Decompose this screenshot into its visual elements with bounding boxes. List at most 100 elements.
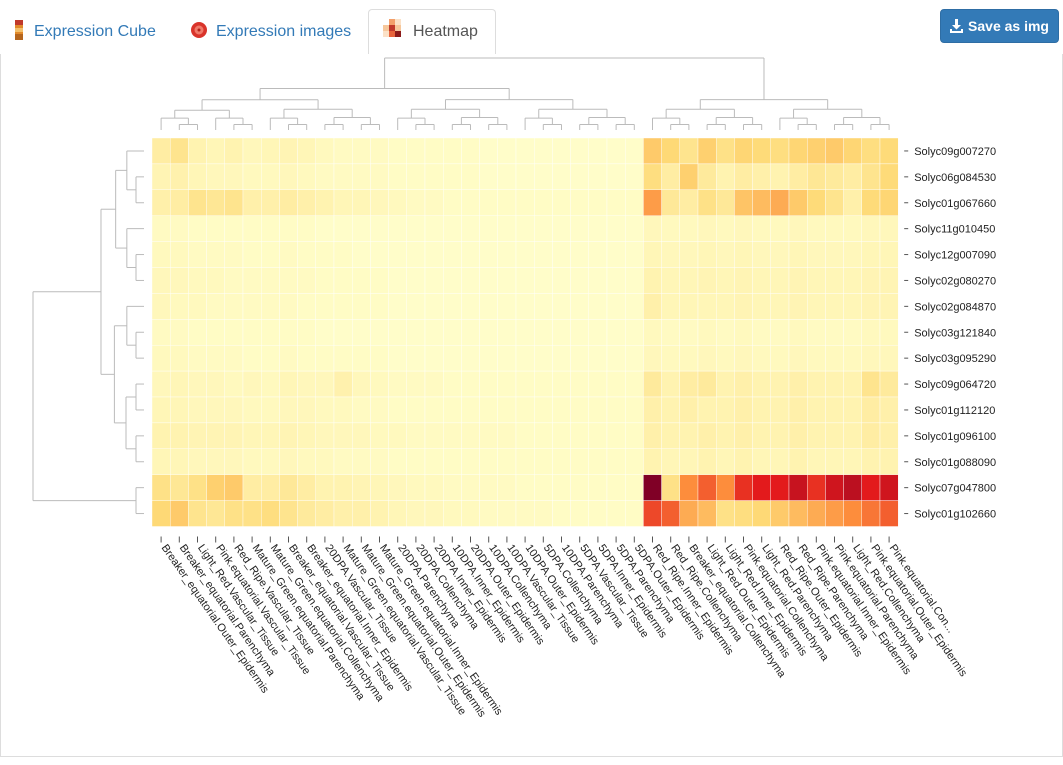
heatmap-cell [188,137,207,165]
heatmap-cell [297,241,317,268]
heatmap-cell [388,189,408,216]
heatmap-cell [734,189,753,216]
heatmap-cell [570,370,589,398]
heatmap-cell [279,474,298,501]
heatmap-cell [643,474,662,501]
heatmap-cell [534,215,553,242]
heatmap-cell [370,474,389,501]
heatmap-cell [861,396,881,424]
heatmap-cell [807,422,826,449]
heatmap-cell [843,370,862,398]
heatmap-cell [625,319,644,346]
heatmap-cell [242,422,262,449]
heatmap-cell [242,345,262,372]
tab-expression-images[interactable]: Expression images [190,10,360,54]
heatmap-cell [570,215,589,242]
heatmap-cell [697,319,717,346]
heatmap-cell [406,293,426,320]
heatmap-cell [424,345,444,372]
heatmap-cell [315,474,335,501]
heatmap-cell [151,241,171,268]
heatmap-cell [242,163,262,191]
heatmap-cell [388,215,408,242]
heatmap-cell [443,163,462,191]
heatmap-cell [370,448,389,475]
heatmap-cell [807,137,826,165]
heatmap-cell [315,396,335,424]
tab-expression-cube[interactable]: Expression Cube [12,10,167,54]
tab-heatmap[interactable]: Heatmap [368,9,496,55]
heatmap-cell [515,267,535,294]
heatmap-cell [406,319,426,346]
heatmap-cell [443,370,462,398]
heatmap-cell [461,267,480,294]
heatmap-cell [261,345,280,372]
heatmap-cell [388,474,408,501]
heatmap-cell [406,267,426,294]
heatmap-cell [424,500,444,527]
heatmap-cell [770,137,790,165]
heatmap-cell [552,215,571,242]
heatmap-cell [370,500,389,527]
heatmap-cell [224,319,244,346]
heatmap-cell [297,215,317,242]
heatmap-cell [388,422,408,449]
heatmap-cell [406,189,426,216]
heatmap-cell [333,370,353,398]
heatmap-cell [515,345,535,372]
heatmap-cell [352,319,371,346]
heatmap-cell [661,241,680,268]
heatmap-cell [807,370,826,398]
heatmap-cell [206,267,226,294]
heatmap-cell [388,448,408,475]
heatmap-cell [697,345,717,372]
heatmap-cell [788,163,808,191]
heatmap-cell [169,474,189,501]
save-as-img-button[interactable]: Save as img [940,9,1059,43]
heatmap-cell [261,448,280,475]
heatmap-cell [679,448,699,475]
heatmap-cell [843,215,862,242]
heatmap-cell [388,293,408,320]
heatmap-cell [661,345,680,372]
heatmap-cell [788,267,808,294]
heatmap-cell [825,189,844,216]
heatmap-cell [606,137,626,165]
heatmap-cell [370,422,389,449]
heatmap-cell [515,241,535,268]
heatmap-cell [570,267,589,294]
heatmap-cell [188,474,207,501]
heatmap-cell [861,474,881,501]
heatmap-cell [534,163,553,191]
heatmap-cell [279,267,298,294]
heatmap-cell [661,422,680,449]
heatmap-cell [570,422,589,449]
heatmap-cell [315,293,335,320]
heatmap-cell [224,137,244,165]
heatmap-cell [224,396,244,424]
heatmap-cell [807,448,826,475]
heatmap-cell [497,422,517,449]
heatmap-cell [825,293,844,320]
heatmap-cell [206,370,226,398]
heatmap-cell [479,370,499,398]
heatmap-cell [606,241,626,268]
heatmap-cell [151,189,171,216]
heatmap-cell [461,137,480,165]
heatmap-cell [661,319,680,346]
heatmap-cell [497,319,517,346]
heatmap-cell [515,137,535,165]
heatmap-cell [443,189,462,216]
heatmap-cell [370,137,389,165]
heatmap-cell [297,448,317,475]
heatmap-cell [606,189,626,216]
heatmap-cell [716,474,735,501]
heatmap-cell [879,189,899,216]
heatmap-cell [515,370,535,398]
heatmap-cell [461,163,480,191]
heatmap-cell [297,137,317,165]
heatmap-cell [879,422,899,449]
heatmap-cell [697,396,717,424]
heatmap-cell [588,267,608,294]
heatmap-cell [643,215,662,242]
